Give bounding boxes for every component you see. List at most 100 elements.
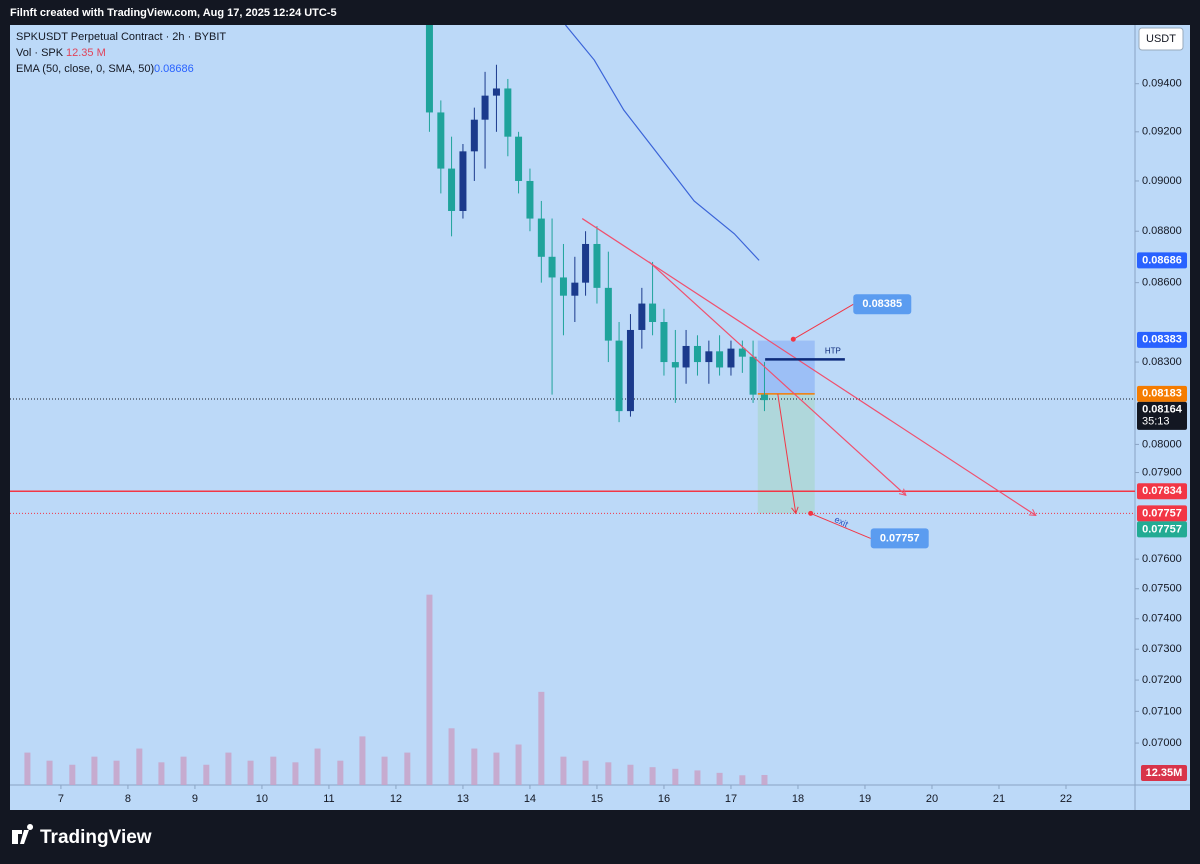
trendline-arrow xyxy=(898,488,907,497)
volume-bar xyxy=(46,760,53,785)
candle-body xyxy=(716,351,724,368)
volume-bar xyxy=(381,756,388,785)
x-tick-label: 17 xyxy=(725,793,737,805)
candle-body xyxy=(425,25,433,113)
volume-tag xyxy=(1141,765,1187,781)
callout-dot xyxy=(790,336,796,342)
trendline xyxy=(581,218,1037,516)
x-tick-label: 22 xyxy=(1060,793,1072,805)
x-tick-label: 8 xyxy=(125,793,131,805)
candle-body xyxy=(626,329,634,412)
brand: TradingView xyxy=(40,827,152,848)
candle-body xyxy=(548,256,556,278)
volume-bar xyxy=(739,775,746,785)
volume-bar xyxy=(426,594,433,785)
y-tick-label: 0.08600 xyxy=(1142,277,1182,289)
credit: Filnft created with TradingView.com, Aug… xyxy=(10,7,337,19)
y-tick-label: 0.09400 xyxy=(1142,78,1182,90)
candle-body xyxy=(638,303,646,330)
volume-bar xyxy=(605,762,612,785)
chart-title: SPKUSDT Perpetual Contract · 2h · BYBIT xyxy=(16,31,226,43)
x-tick-label: 10 xyxy=(256,793,268,805)
currency[interactable]: USDT xyxy=(1146,33,1176,45)
legend-label: Vol · SPK xyxy=(16,47,64,59)
volume-bar xyxy=(448,728,455,785)
axes: 0.09400 0.09200 0.09000 0.08800 0.08600 0.083… xyxy=(58,78,1187,805)
price-tag xyxy=(1137,331,1187,348)
exit-arrowhead xyxy=(791,506,799,515)
callout-label: 0.07757 xyxy=(880,532,920,544)
price-tag-label: 0.08183 xyxy=(1142,388,1182,400)
candle-body xyxy=(593,243,601,288)
volume-tag-label: 12.35M xyxy=(1146,767,1183,779)
volume-bar xyxy=(359,736,366,785)
volume-bar xyxy=(337,760,344,785)
logo: TradingView xyxy=(12,824,152,848)
candle-body xyxy=(749,356,757,395)
y-tick-label: 0.07300 xyxy=(1142,643,1182,655)
candle-body xyxy=(693,345,701,363)
candle-body xyxy=(727,348,735,368)
y-tick-label: 0.07000 xyxy=(1142,737,1182,749)
volume-bar xyxy=(493,752,500,785)
trendline-arrow xyxy=(1028,509,1037,516)
target-zone xyxy=(757,393,815,514)
callout-label: 0.08385 xyxy=(862,298,902,310)
candle-body xyxy=(604,287,612,341)
volume-bar xyxy=(270,756,277,785)
volume-bar xyxy=(471,748,478,785)
legend-value: 0.08686 xyxy=(154,63,194,75)
exit-arrow xyxy=(777,393,797,514)
y-tick-label: 0.08800 xyxy=(1142,225,1182,237)
volume-bar xyxy=(292,762,299,785)
price-tag-label: 0.07834 xyxy=(1142,485,1183,497)
volume-bar xyxy=(69,764,76,785)
x-tick-label: 14 xyxy=(524,793,536,805)
candle-body xyxy=(492,88,500,96)
callout-box xyxy=(870,528,929,549)
y-tick-label: 0.09000 xyxy=(1142,175,1182,187)
candle-body xyxy=(470,119,478,152)
x-tick-label: 9 xyxy=(192,793,198,805)
candle-body xyxy=(526,180,534,219)
y-tick-label: 0.08300 xyxy=(1142,356,1182,368)
volume-bar xyxy=(649,767,656,785)
x-tick-label: 12 xyxy=(390,793,402,805)
volume-bar xyxy=(672,768,679,785)
volume-bar xyxy=(203,764,210,785)
currency-box[interactable] xyxy=(1138,27,1184,51)
candle-body xyxy=(738,348,746,357)
y-tick-label: 0.07400 xyxy=(1142,613,1182,625)
candle-body xyxy=(504,88,512,137)
htp-label: HTP xyxy=(825,346,841,355)
volume-bar xyxy=(180,756,187,785)
plot-area xyxy=(10,25,1190,810)
candle-body xyxy=(448,168,456,211)
price-tag-label: 0.07757 xyxy=(1142,523,1182,535)
volume-bar xyxy=(716,772,723,785)
volume-bar xyxy=(582,760,589,785)
legend-value: 12.35 M xyxy=(66,47,106,59)
volume-bar xyxy=(113,760,120,785)
callout-box xyxy=(853,294,912,315)
volume-bar xyxy=(515,744,522,785)
y-tick-label: 0.07900 xyxy=(1142,466,1182,478)
candle-body xyxy=(459,151,467,211)
y-tick-label: 0.07500 xyxy=(1142,583,1182,595)
y-tick-label: 0.09200 xyxy=(1142,126,1182,138)
x-tick-label: 15 xyxy=(591,793,603,805)
price-tag xyxy=(1137,505,1187,522)
x-tick-label: 19 xyxy=(859,793,871,805)
legend-label: EMA (50, close, 0, SMA, 50) xyxy=(16,63,154,75)
price-tag xyxy=(1137,385,1187,402)
volume-bar xyxy=(247,760,254,785)
volume-bar xyxy=(694,770,701,785)
candle-body xyxy=(537,218,545,257)
candle-body xyxy=(615,340,623,412)
candle-body xyxy=(481,95,489,120)
volume-bar xyxy=(91,756,98,785)
price-tag xyxy=(1137,521,1187,538)
